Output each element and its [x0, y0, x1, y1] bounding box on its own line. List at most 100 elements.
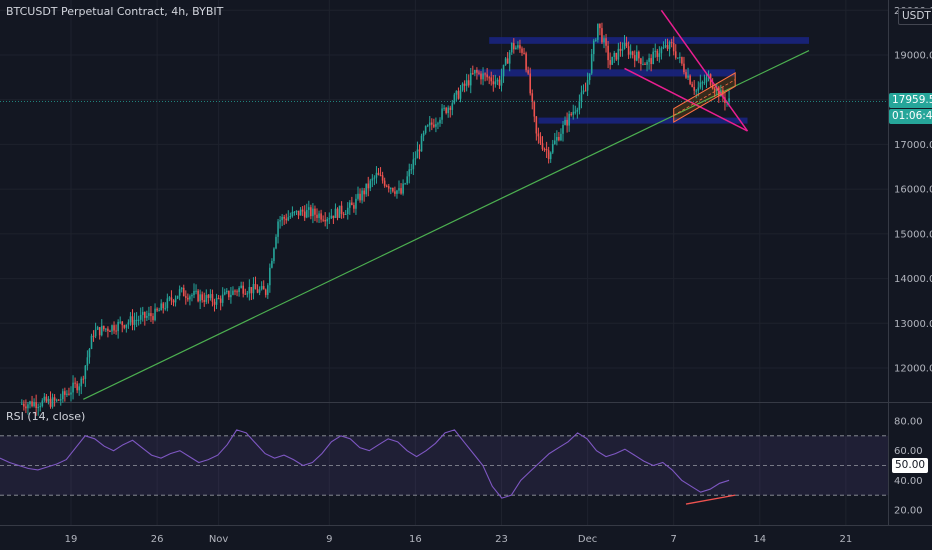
candle-body — [285, 218, 288, 221]
candle-body — [332, 215, 335, 218]
wedge-lower-line — [624, 67, 748, 132]
candle-body — [254, 283, 257, 290]
candle-body — [129, 316, 132, 323]
candle-body — [617, 48, 620, 60]
candle-body — [137, 319, 140, 321]
candle-body — [250, 287, 253, 294]
candle-body — [539, 136, 542, 144]
candle-body — [223, 292, 226, 295]
candle-body — [677, 57, 679, 59]
candle-body — [289, 216, 292, 218]
candle-body — [156, 308, 158, 311]
candle-body — [336, 208, 339, 218]
candle-body — [189, 296, 191, 300]
candle-body — [654, 50, 657, 52]
candle-body — [381, 175, 384, 181]
candle-body — [640, 58, 642, 65]
candle-body — [656, 50, 659, 57]
candle-body — [562, 124, 564, 134]
candle-body — [515, 47, 517, 50]
candle-body — [369, 180, 372, 189]
candle-body — [601, 28, 603, 43]
candle-body — [584, 90, 587, 92]
candle-body — [428, 122, 431, 126]
currency-badge[interactable]: USDT — [898, 8, 932, 25]
candle-body — [228, 290, 230, 298]
x-tick-label: 19 — [65, 534, 78, 545]
candle-body — [262, 286, 265, 290]
candle-body — [146, 315, 148, 318]
candle-body — [713, 88, 716, 91]
candle-body — [615, 52, 618, 60]
candle-body — [435, 124, 437, 127]
candle-body — [365, 183, 367, 195]
candle-body — [644, 63, 646, 65]
candle-body — [308, 207, 310, 210]
candle-body — [301, 209, 304, 212]
candle-body — [500, 76, 503, 86]
candle-body — [160, 303, 162, 311]
candle-body — [172, 300, 175, 303]
candle-body — [510, 43, 513, 53]
candle-body — [209, 294, 212, 298]
candle-body — [80, 378, 83, 387]
candle-body — [551, 144, 554, 153]
candle-body — [597, 23, 599, 40]
x-tick-label: 9 — [326, 534, 332, 545]
candle-body — [201, 294, 203, 301]
candle-body — [474, 69, 476, 74]
candle-body — [400, 188, 402, 194]
candle-body — [662, 47, 665, 49]
rsi-tick-label: 40.00 — [894, 476, 923, 487]
candle-body — [371, 178, 374, 181]
candle-body — [586, 80, 589, 91]
candle-body — [517, 45, 519, 48]
candle-body — [426, 125, 429, 127]
candle-body — [633, 55, 636, 61]
candle-body — [185, 296, 187, 298]
resistance-zone — [476, 69, 736, 77]
candle-body — [109, 331, 111, 333]
candle-body — [689, 75, 691, 85]
candle-body — [574, 111, 577, 113]
candle-body — [420, 135, 423, 152]
candle-body — [488, 77, 490, 79]
candle-body — [412, 159, 415, 170]
x-tick-label: 16 — [409, 534, 422, 545]
candle-body — [37, 407, 39, 409]
candle-body — [221, 294, 224, 303]
candle-body — [66, 393, 68, 395]
candle-body — [25, 406, 27, 409]
x-tick-label: 21 — [840, 534, 853, 545]
candle-body — [59, 399, 62, 401]
candle-body — [273, 248, 275, 261]
candle-body — [502, 64, 505, 77]
candle-body — [100, 325, 103, 336]
candle-body — [533, 101, 536, 117]
candle-body — [461, 83, 464, 91]
candle-body — [310, 207, 312, 217]
candle-body — [35, 402, 37, 409]
rsi-divergence-line — [685, 494, 736, 505]
candle-body — [219, 298, 222, 303]
x-tick-label: Nov — [209, 534, 229, 545]
candle-body — [519, 45, 521, 49]
candle-body — [410, 169, 413, 171]
candle-body — [162, 303, 165, 309]
candle-body — [449, 107, 452, 110]
y-tick-label: 16000.0 — [894, 185, 932, 196]
candle-body — [41, 400, 44, 407]
candle-body — [402, 183, 404, 194]
candle-body — [658, 53, 661, 57]
candle-body — [605, 38, 607, 46]
candle-body — [170, 297, 173, 301]
candle-body — [513, 43, 515, 50]
x-tick-label: 23 — [495, 534, 508, 545]
candle-body — [291, 211, 294, 217]
candle-body — [326, 218, 329, 222]
candle-body — [258, 289, 261, 293]
candle-body — [152, 316, 154, 321]
